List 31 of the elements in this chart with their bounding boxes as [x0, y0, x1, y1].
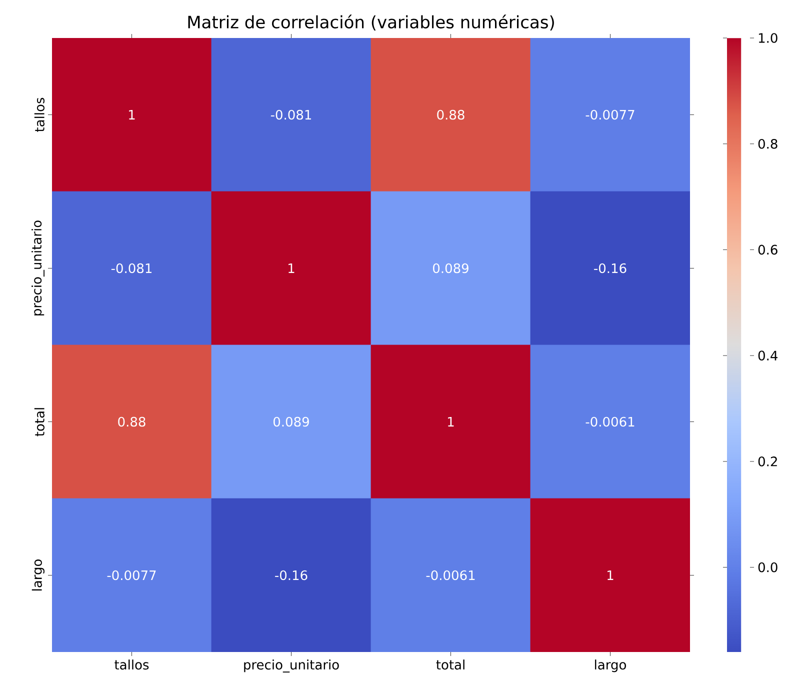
data-label: -0.081 [270, 110, 312, 120]
data-label: 1 [288, 264, 294, 273]
data-label: -0.0061 [586, 416, 634, 427]
chart-title: Matriz de correlación (variables numéricas) [188, 14, 554, 30]
y-tick-label: precio_unitario [32, 220, 44, 316]
x-tick-label: total [436, 660, 464, 670]
data-label: -0.081 [111, 263, 152, 274]
data-label: -0.0077 [107, 570, 156, 580]
color-bar-label: 0.4 [758, 350, 778, 361]
data-label: 0.88 [437, 110, 464, 120]
y-tick-label: tallos [34, 98, 44, 132]
x-tick-label: largo [595, 660, 626, 672]
data-label: 0.089 [274, 416, 309, 427]
data-label: 1 [608, 570, 614, 580]
color-bar-label: 1.0 [758, 33, 778, 43]
data-label: -0.16 [275, 570, 308, 580]
y-tick-label: largo [32, 560, 44, 590]
x-tick-label: tallos [114, 660, 149, 670]
data-label: 1 [129, 110, 135, 120]
data-label: -0.0077 [586, 110, 634, 120]
y-tick-label: total [34, 408, 44, 436]
color-bar-label: 0.6 [758, 244, 778, 255]
color-bar-label: 0.8 [758, 138, 778, 149]
x-tick-label: precio_unitario [244, 660, 339, 672]
data-label: -0.0061 [426, 570, 475, 580]
data-label: 0.88 [118, 416, 146, 427]
color-bar-label: 0.2 [758, 456, 777, 466]
color-bar-label: 0.0 [758, 562, 778, 572]
data-label: 1 [448, 417, 454, 426]
data-label: 0.089 [433, 263, 468, 274]
data-label: -0.16 [594, 263, 626, 274]
